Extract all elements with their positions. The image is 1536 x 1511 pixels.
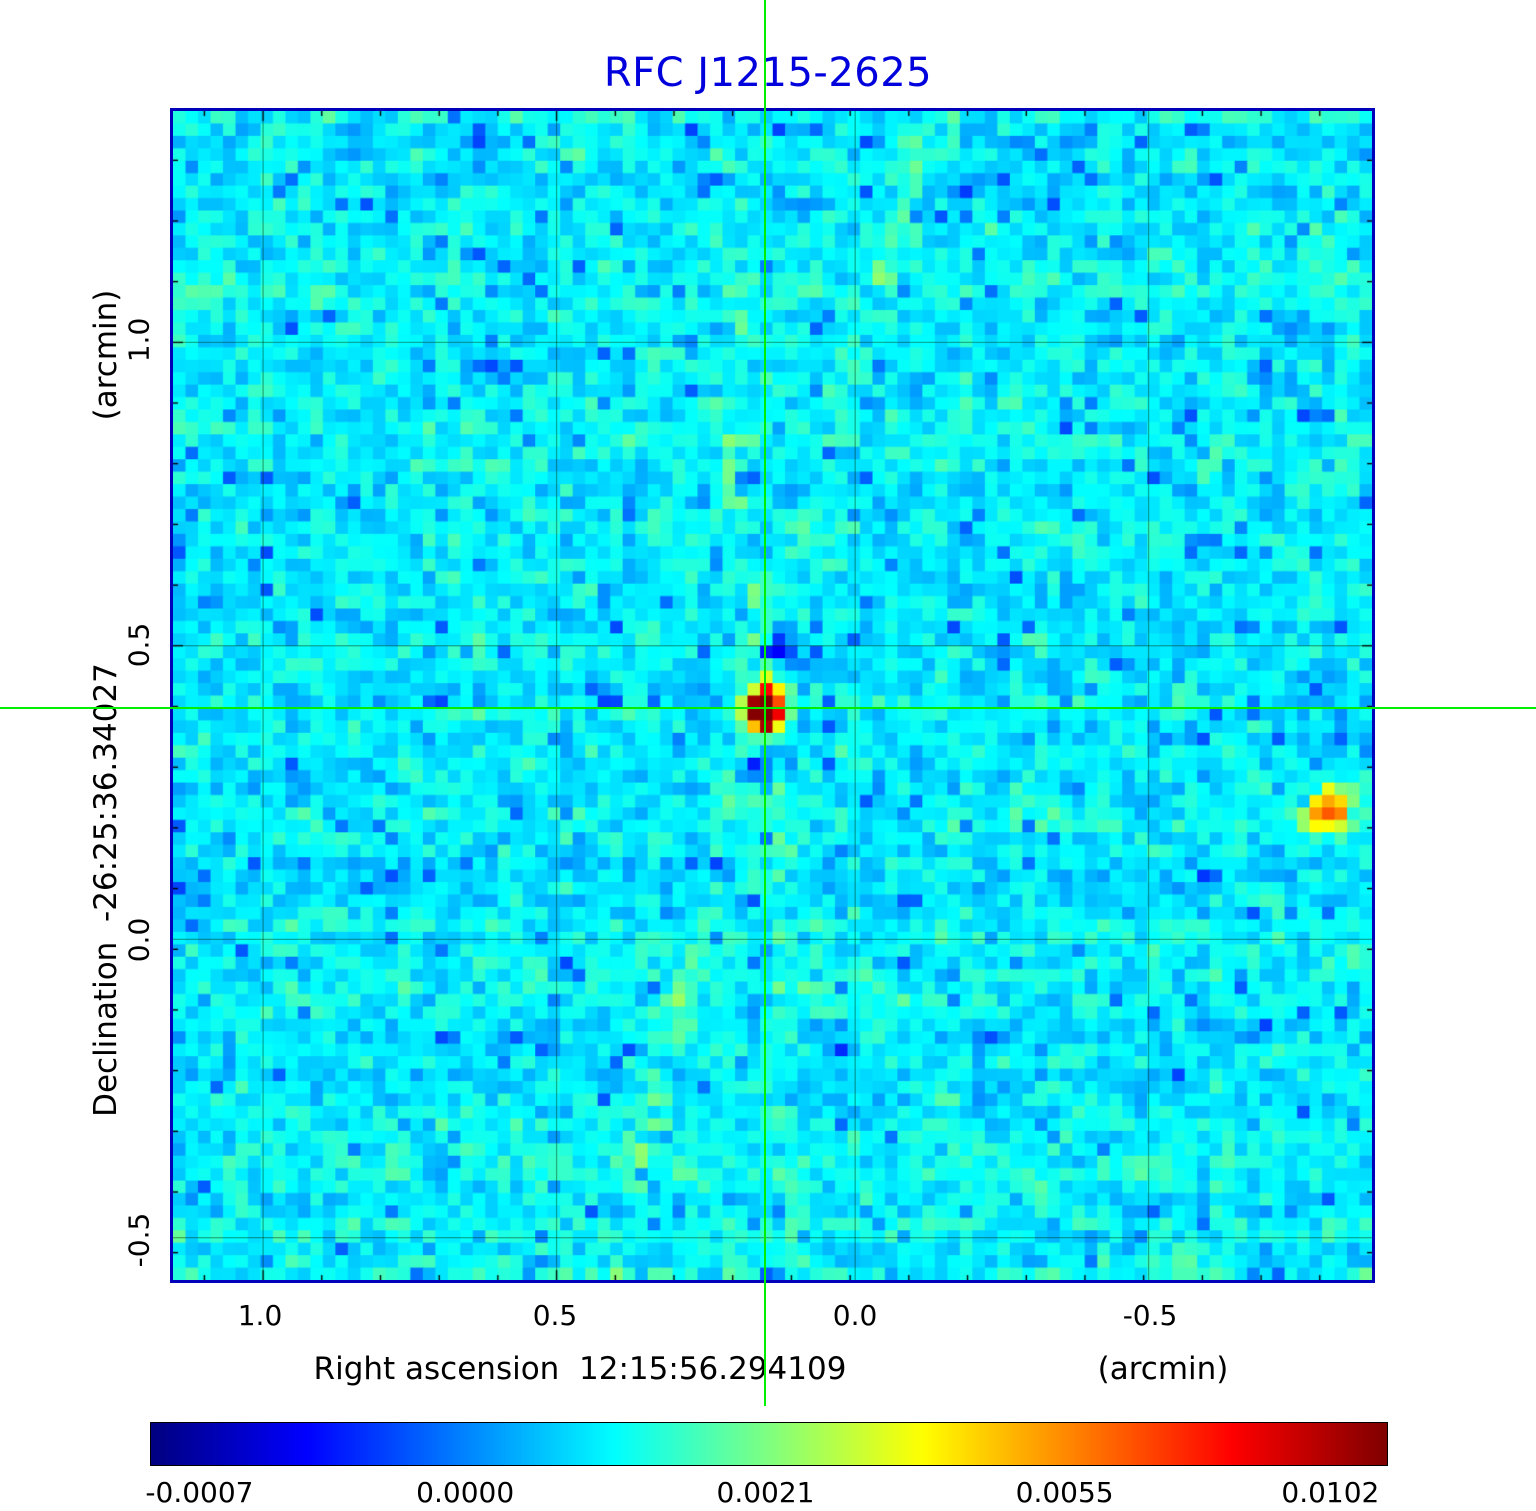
colorbar-tick-label: 0.0102 [1281, 1476, 1380, 1509]
y-tick-label: 0.0 [122, 917, 156, 963]
y-tick-label: -0.5 [122, 1212, 156, 1267]
x-tick-label: -0.5 [1122, 1299, 1178, 1332]
crosshair-vertical-line [764, 0, 767, 1406]
figure-title: RFC J1215-2625 [603, 50, 933, 96]
x-axis-unit-label: (arcmin) [1097, 1351, 1229, 1387]
colorbar-tick-label: 0.0021 [716, 1476, 815, 1509]
y-tick-label: 1.0 [122, 317, 156, 363]
y-axis-unit-label: (arcmin) [88, 289, 124, 421]
colorbar [150, 1422, 1388, 1466]
y-tick-label: 0.5 [122, 622, 156, 668]
colorbar-tick-label: 0.0000 [416, 1476, 515, 1509]
x-tick-label: 0.5 [532, 1299, 578, 1332]
x-tick-label: 1.0 [237, 1299, 283, 1332]
colorbar-tick-label: -0.0007 [145, 1476, 254, 1509]
colorbar-gradient [151, 1423, 1387, 1465]
x-tick-label: 0.0 [832, 1299, 878, 1332]
sky-map [170, 108, 1375, 1283]
x-axis-label: Right ascension 12:15:56.294109 [313, 1351, 847, 1387]
y-axis-label: Declination -26:25:36.34027 [88, 663, 124, 1117]
crosshair-horizontal-line [0, 706, 1536, 709]
sky-map-canvas [173, 111, 1372, 1280]
colorbar-tick-label: 0.0055 [1015, 1476, 1114, 1509]
